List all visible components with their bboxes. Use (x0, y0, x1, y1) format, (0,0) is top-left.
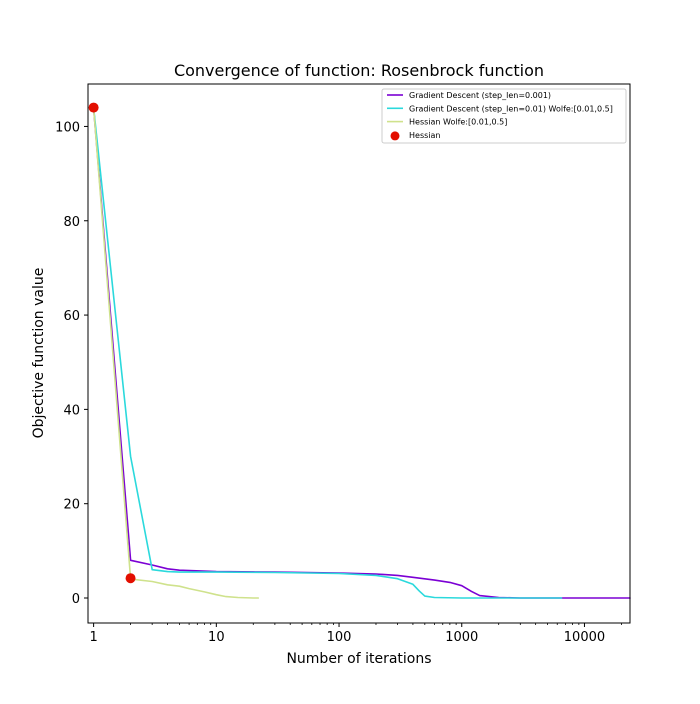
x-tick-label: 10000 (564, 630, 605, 645)
x-tick-label: 10 (208, 630, 225, 645)
series-line-2 (92, 106, 260, 599)
y-axis-label: Objective function value (31, 268, 47, 439)
y-tick-label: 100 (55, 120, 80, 135)
legend-entries: Gradient Descent (step_len=0.001) Gradien… (387, 91, 613, 141)
x-axis-label: Number of iterations (286, 651, 431, 667)
plot-frame (87, 83, 631, 624)
legend-label: Hessian (409, 131, 440, 140)
x-tick-label: 1 (89, 630, 97, 645)
legend-box (381, 88, 627, 144)
chart-title: Convergence of function: Rosenbrock func… (174, 61, 544, 80)
legend-swatch-marker (390, 131, 400, 141)
y-tick-label: 60 (63, 309, 80, 324)
legend-label: Gradient Descent (step_len=0.01) Wolfe:[… (409, 104, 613, 113)
series-line-1 (92, 106, 563, 599)
scatter-point (125, 573, 136, 584)
axis-ticks: 1 10 100 1000 10000 0 20 40 60 80 100 (55, 120, 622, 645)
legend-label: Gradient Descent (step_len=0.001) (409, 91, 551, 100)
x-tick-label: 1000 (445, 630, 478, 645)
legend: Gradient Descent (step_len=0.001) Gradien… (381, 88, 627, 144)
y-tick-label: 40 (63, 403, 80, 418)
y-axis-label-group: Objective function value (31, 268, 47, 439)
legend-label: Hessian Wolfe:[0.01,0.5] (409, 118, 507, 127)
y-tick-label: 80 (63, 215, 80, 230)
data-series (88, 102, 631, 599)
x-tick-label: 100 (327, 630, 352, 645)
y-tick-label: 0 (72, 592, 80, 607)
scatter-point (88, 102, 99, 113)
plot-area (88, 84, 630, 623)
y-tick-label: 20 (63, 498, 80, 513)
